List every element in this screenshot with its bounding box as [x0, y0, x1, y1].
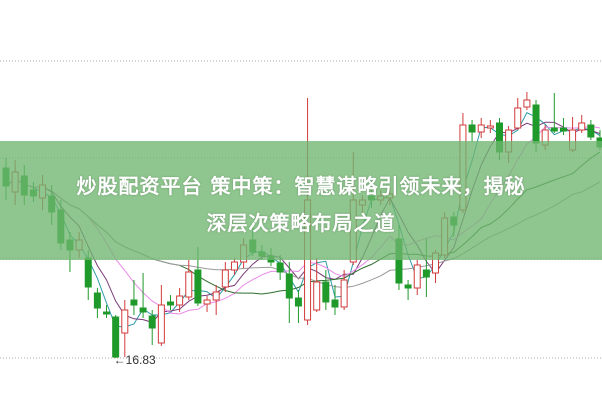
candle-up [523, 99, 531, 108]
low-price-annotation: ←16.83 [113, 353, 156, 367]
candle-down [468, 124, 476, 133]
candle-up [121, 309, 129, 334]
candle-up [477, 124, 485, 133]
candle-up [230, 261, 238, 271]
candle-down [587, 124, 595, 138]
candle-down [84, 257, 92, 288]
candle-up [340, 279, 348, 308]
headline-banner [0, 141, 602, 260]
candle-up [212, 291, 220, 301]
candle-up [203, 299, 211, 305]
candle-down [93, 292, 101, 309]
candle-down [550, 127, 558, 132]
candle-down [404, 284, 412, 289]
candle-down [422, 269, 430, 278]
candle-down [112, 316, 120, 358]
candle-up [486, 125, 494, 129]
candle-down [294, 297, 302, 307]
candle-up [413, 264, 421, 289]
candle-down [130, 299, 138, 306]
candle-down [331, 299, 339, 308]
candle-down [194, 269, 202, 304]
candle-down [532, 104, 540, 144]
headline-line-2: 深层次策略布局之道 [206, 211, 396, 235]
candle-down [148, 315, 156, 329]
candle-down [322, 281, 330, 303]
candle-up [578, 122, 586, 131]
candle-up [313, 281, 321, 311]
candle-down [559, 127, 567, 132]
candle-down [285, 273, 293, 299]
candle-down [103, 311, 111, 315]
candle-down [276, 262, 284, 273]
candle-up [176, 295, 184, 306]
candle-down [166, 301, 174, 306]
candle-down [139, 307, 147, 313]
candle-up [185, 271, 193, 298]
candle-up [514, 107, 522, 129]
candle-up [157, 304, 165, 344]
headline-line-1: 炒股配资平台 策中策：智慧谋略引领未来，揭秘 [76, 174, 526, 198]
candle-up [221, 269, 229, 288]
